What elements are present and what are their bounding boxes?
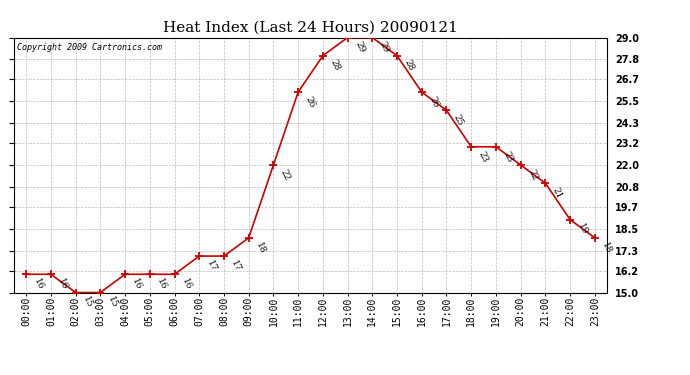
Text: 18: 18: [254, 241, 267, 255]
Text: 29: 29: [353, 40, 366, 54]
Text: 22: 22: [279, 168, 292, 182]
Text: 15: 15: [106, 295, 119, 310]
Text: 21: 21: [551, 186, 564, 200]
Text: 19: 19: [575, 222, 589, 237]
Text: 23: 23: [502, 150, 515, 164]
Text: 18: 18: [600, 241, 613, 255]
Text: Copyright 2009 Cartronics.com: Copyright 2009 Cartronics.com: [17, 43, 161, 52]
Text: 16: 16: [57, 277, 70, 291]
Text: 22: 22: [526, 168, 539, 182]
Text: 26: 26: [304, 95, 317, 109]
Text: 16: 16: [180, 277, 193, 291]
Text: 17: 17: [230, 259, 242, 273]
Text: 28: 28: [402, 58, 415, 73]
Text: 16: 16: [130, 277, 144, 291]
Text: 25: 25: [452, 113, 465, 128]
Text: 26: 26: [427, 95, 440, 109]
Text: 29: 29: [378, 40, 391, 54]
Text: 16: 16: [32, 277, 45, 291]
Text: 28: 28: [328, 58, 342, 73]
Title: Heat Index (Last 24 Hours) 20090121: Heat Index (Last 24 Hours) 20090121: [163, 21, 458, 35]
Text: 23: 23: [477, 150, 490, 164]
Text: 17: 17: [205, 259, 218, 273]
Text: 16: 16: [155, 277, 168, 291]
Text: 15: 15: [81, 295, 95, 310]
